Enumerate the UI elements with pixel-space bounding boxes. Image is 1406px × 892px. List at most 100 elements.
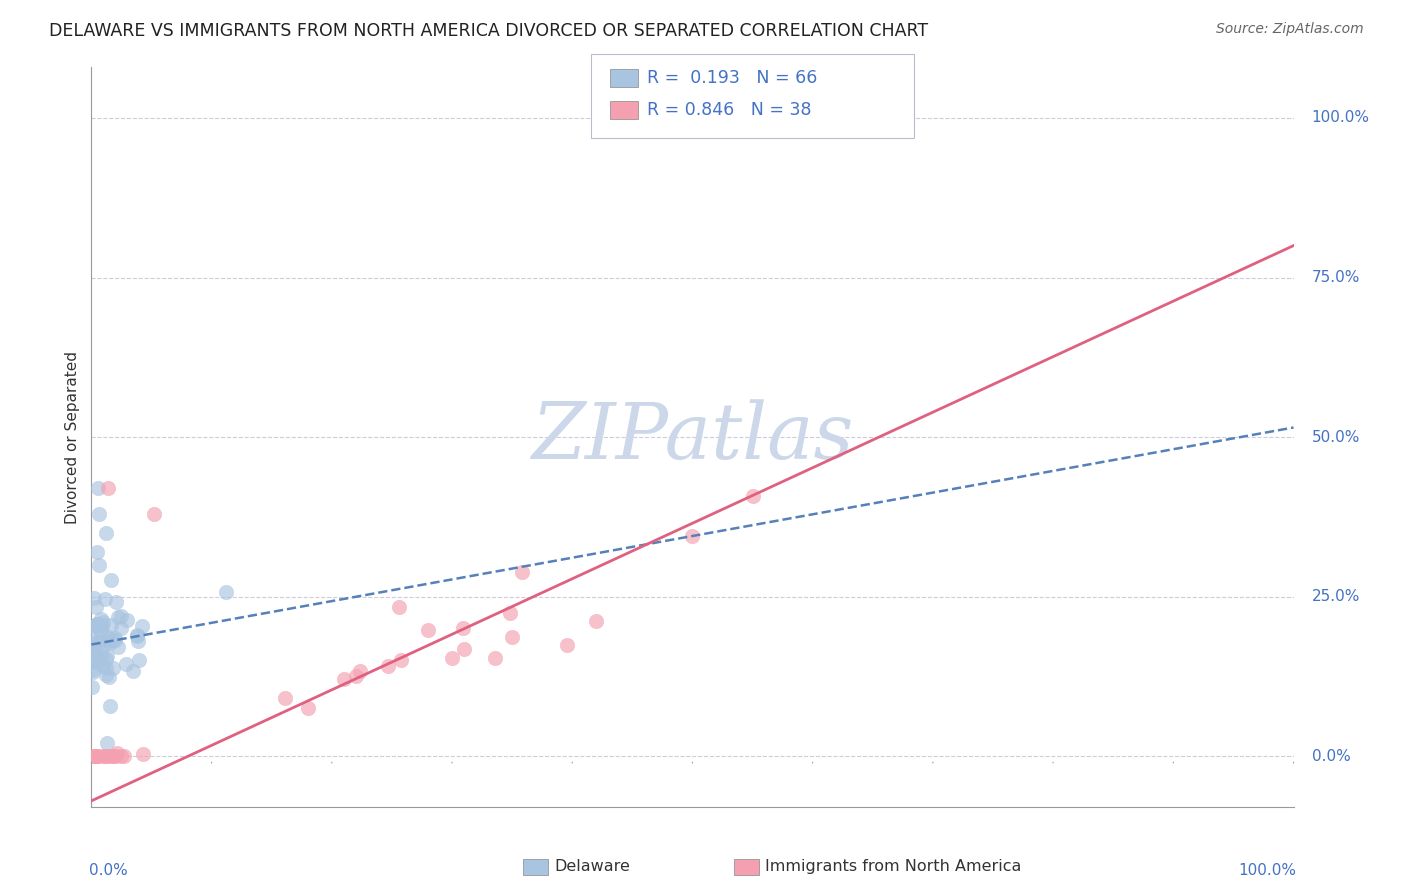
Point bbox=[83, 642, 105, 657]
Point bbox=[377, 658, 399, 673]
Point bbox=[96, 630, 118, 644]
Point bbox=[84, 635, 107, 649]
Point bbox=[117, 613, 139, 627]
Point bbox=[115, 657, 138, 671]
Point bbox=[131, 619, 153, 633]
Point bbox=[499, 606, 522, 620]
Point bbox=[82, 627, 104, 641]
Point bbox=[80, 681, 103, 695]
Point bbox=[87, 653, 110, 667]
Point bbox=[91, 648, 114, 663]
Point bbox=[215, 585, 238, 599]
Point bbox=[96, 736, 118, 750]
Point bbox=[555, 638, 578, 652]
Text: 50.0%: 50.0% bbox=[1312, 430, 1360, 444]
Point bbox=[96, 634, 118, 648]
Point bbox=[93, 749, 115, 764]
Point bbox=[86, 616, 108, 631]
Point bbox=[83, 749, 105, 764]
Point bbox=[132, 747, 155, 761]
Text: 75.0%: 75.0% bbox=[1312, 270, 1360, 285]
Point bbox=[103, 660, 125, 674]
Point bbox=[89, 635, 111, 649]
Point bbox=[453, 642, 475, 657]
Point bbox=[96, 649, 118, 664]
Point bbox=[96, 481, 118, 495]
Point bbox=[389, 653, 412, 667]
Point bbox=[91, 618, 114, 632]
Point bbox=[86, 651, 108, 665]
Point bbox=[100, 618, 122, 632]
Point bbox=[94, 592, 117, 607]
Point bbox=[80, 663, 103, 677]
Point bbox=[84, 617, 107, 632]
Point bbox=[87, 655, 110, 669]
Point bbox=[86, 650, 108, 665]
Point bbox=[103, 749, 125, 764]
Point bbox=[110, 608, 132, 623]
Point bbox=[87, 507, 110, 521]
Point bbox=[94, 525, 117, 540]
Point bbox=[83, 749, 105, 764]
Point bbox=[83, 618, 105, 632]
Point bbox=[93, 749, 115, 764]
Point bbox=[104, 631, 127, 645]
Point bbox=[127, 634, 149, 648]
Point bbox=[128, 653, 150, 667]
Point bbox=[98, 749, 121, 764]
Point bbox=[98, 670, 121, 684]
Point bbox=[349, 665, 371, 679]
Point bbox=[98, 699, 121, 714]
Point bbox=[87, 481, 110, 495]
Point bbox=[333, 672, 356, 686]
Point bbox=[501, 630, 523, 644]
Point bbox=[105, 595, 128, 609]
Point bbox=[388, 599, 411, 614]
Text: 25.0%: 25.0% bbox=[1312, 589, 1360, 604]
Point bbox=[107, 640, 129, 655]
Point bbox=[416, 623, 439, 637]
Point bbox=[86, 617, 108, 632]
Point bbox=[80, 654, 103, 668]
Point bbox=[83, 646, 105, 660]
Point bbox=[143, 507, 166, 521]
Point bbox=[90, 612, 112, 626]
Point bbox=[127, 629, 149, 643]
Text: 100.0%: 100.0% bbox=[1237, 863, 1296, 878]
Point bbox=[104, 633, 127, 648]
Y-axis label: Divorced or Separated: Divorced or Separated bbox=[65, 351, 80, 524]
Point bbox=[83, 591, 105, 605]
Point bbox=[110, 749, 132, 764]
Point bbox=[451, 621, 474, 635]
Point bbox=[104, 749, 127, 764]
Point bbox=[440, 651, 463, 665]
Point bbox=[512, 565, 534, 579]
Point bbox=[87, 558, 110, 572]
Point bbox=[344, 669, 367, 683]
Point bbox=[741, 489, 763, 503]
Text: R = 0.846   N = 38: R = 0.846 N = 38 bbox=[647, 101, 811, 119]
Point bbox=[90, 624, 112, 639]
Text: 0.0%: 0.0% bbox=[89, 863, 128, 878]
Point bbox=[80, 648, 103, 662]
Text: DELAWARE VS IMMIGRANTS FROM NORTH AMERICA DIVORCED OR SEPARATED CORRELATION CHAR: DELAWARE VS IMMIGRANTS FROM NORTH AMERIC… bbox=[49, 22, 928, 40]
Point bbox=[101, 749, 124, 764]
Point bbox=[82, 665, 104, 679]
Point bbox=[681, 529, 703, 543]
Point bbox=[91, 659, 114, 673]
Point bbox=[100, 573, 122, 587]
Point bbox=[484, 651, 506, 665]
Point bbox=[90, 622, 112, 636]
Point bbox=[87, 749, 110, 764]
Point bbox=[91, 640, 114, 654]
Point bbox=[110, 621, 132, 635]
Text: Immigrants from North America: Immigrants from North America bbox=[765, 859, 1021, 873]
Text: Source: ZipAtlas.com: Source: ZipAtlas.com bbox=[1216, 22, 1364, 37]
Point bbox=[127, 628, 149, 642]
Point bbox=[82, 646, 104, 660]
Point bbox=[100, 636, 122, 650]
Point bbox=[94, 749, 117, 764]
Point bbox=[86, 545, 108, 559]
Point bbox=[84, 749, 107, 764]
Point bbox=[96, 667, 118, 681]
